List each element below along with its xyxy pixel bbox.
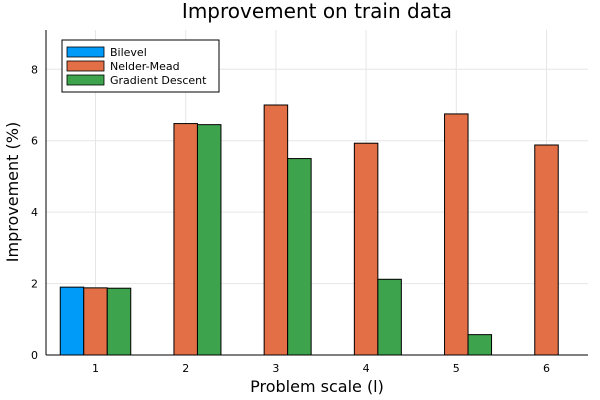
y-axis-label: Improvement (%) bbox=[3, 122, 22, 262]
y-tick-label: 0 bbox=[31, 349, 38, 362]
bar-gradient-descent bbox=[467, 334, 493, 356]
legend-label-gradient-descent: Gradient Descent bbox=[110, 74, 207, 87]
x-tick-labels: 1 2 3 4 5 6 bbox=[92, 362, 550, 375]
y-tick-label: 6 bbox=[31, 135, 38, 148]
legend-label-bilevel: Bilevel bbox=[110, 46, 147, 59]
y-tick-labels: 0 2 4 6 8 bbox=[31, 63, 38, 362]
y-tick-label: 8 bbox=[31, 63, 38, 76]
bar-nelder-mead bbox=[83, 287, 108, 356]
x-axis-label: Problem scale (l) bbox=[250, 377, 384, 396]
x-tick-label: 6 bbox=[543, 362, 550, 375]
legend-swatch-bilevel bbox=[66, 46, 105, 58]
y-tick-label: 2 bbox=[31, 278, 38, 291]
bar-gradient-descent bbox=[377, 278, 402, 356]
legend: Bilevel Nelder-Mead Gradient Descent bbox=[61, 39, 220, 93]
legend-swatch-nelder-mead bbox=[66, 60, 105, 72]
bar-gradient-descent bbox=[196, 124, 222, 356]
y-tick-label: 4 bbox=[31, 206, 38, 219]
bar-nelder-mead bbox=[534, 144, 559, 356]
x-tick-label: 5 bbox=[453, 362, 460, 375]
bar-nelder-mead bbox=[173, 123, 198, 356]
bar-nelder-mead bbox=[263, 104, 289, 356]
chart-title: Improvement on train data bbox=[182, 0, 452, 23]
bar-gradient-descent bbox=[287, 158, 312, 356]
legend-swatch-gradient-descent bbox=[66, 74, 105, 86]
x-tick-label: 1 bbox=[92, 362, 99, 375]
x-tick-label: 3 bbox=[272, 362, 279, 375]
bar-gradient-descent bbox=[106, 287, 132, 356]
bar-bilevel bbox=[59, 286, 85, 356]
x-tick-label: 2 bbox=[182, 362, 189, 375]
bar-nelder-mead bbox=[353, 142, 379, 356]
bars bbox=[59, 104, 559, 356]
x-tick-label: 4 bbox=[363, 362, 370, 375]
bar-nelder-mead bbox=[444, 113, 469, 356]
legend-label-nelder-mead: Nelder-Mead bbox=[110, 60, 180, 73]
